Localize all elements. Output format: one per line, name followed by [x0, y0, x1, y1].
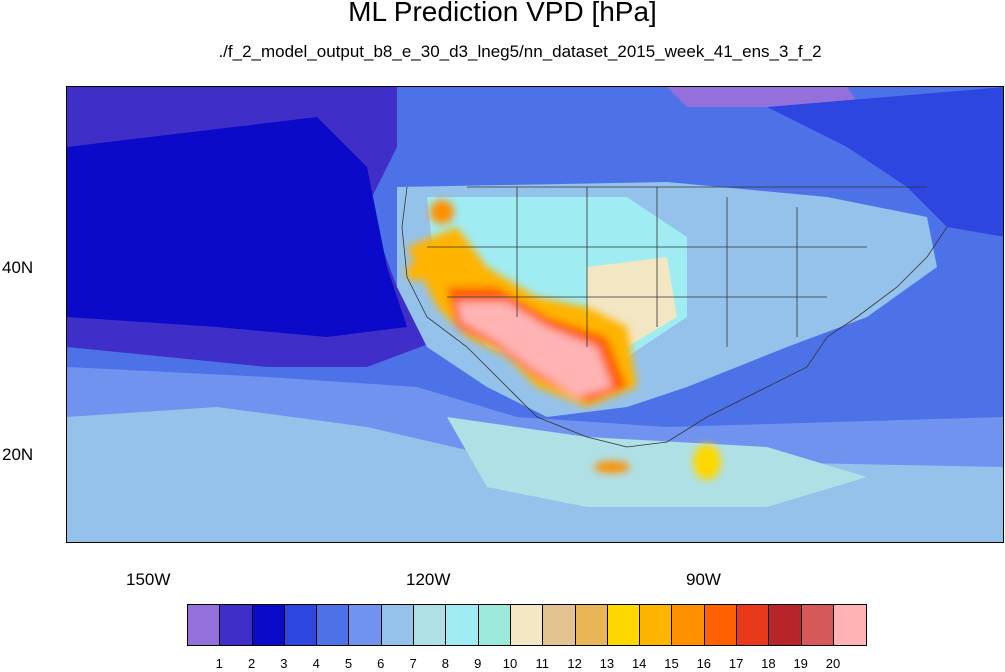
colorbar-tick-label: 10	[502, 656, 518, 671]
colorbar-swatch	[349, 605, 382, 645]
colorbar-swatch	[543, 605, 576, 645]
colorbar-swatch	[220, 605, 253, 645]
colorbar-swatch	[317, 605, 350, 645]
pnw-hotspot	[430, 200, 454, 224]
colorbar-swatch	[737, 605, 770, 645]
colorbar-swatch	[510, 605, 544, 645]
colorbar-swatch	[478, 605, 511, 645]
vpd-map	[66, 86, 1004, 543]
lon-tick-label: 150W	[126, 570, 171, 589]
colorbar-swatch	[801, 605, 834, 645]
lat-tick-label: 20N	[2, 445, 34, 464]
colorbar-tick-label: 4	[312, 656, 320, 671]
colorbar-tick-label: 11	[535, 656, 550, 671]
colorbar-tick-label: 7	[409, 656, 417, 671]
colorbar	[187, 604, 868, 646]
colorbar-swatch	[188, 605, 221, 645]
colorbar-tick-label: 2	[247, 656, 256, 671]
colorbar-swatch	[381, 605, 415, 645]
colorbar-swatch	[833, 605, 867, 645]
colorbar-tick-label: 18	[761, 656, 776, 671]
colorbar-swatch	[769, 605, 802, 645]
lon-tick-label: 90W	[686, 570, 721, 589]
colorbar-tick-label: 13	[599, 656, 615, 671]
colorbar-swatch	[414, 605, 447, 645]
colorbar-tick-label: 12	[567, 656, 582, 671]
central-america-hotspot	[693, 444, 721, 480]
southwest-max	[457, 302, 612, 397]
map-subtitle: ./f_2_model_output_b8_e_30_d3_lneg5/nn_d…	[218, 42, 822, 61]
colorbar-swatch	[446, 605, 479, 645]
colorbar-swatch	[252, 605, 285, 645]
colorbar-tick-label: 14	[631, 656, 647, 671]
colorbar-swatch	[607, 605, 641, 645]
colorbar-tick-label: 20	[825, 656, 841, 671]
atlantic-dark	[767, 87, 1003, 237]
california-hotspot	[406, 263, 424, 281]
colorbar-tick-label: 16	[696, 656, 712, 671]
mexico-hotspot	[594, 461, 630, 473]
lon-tick-label: 120W	[406, 570, 451, 589]
colorbar-swatch	[672, 605, 705, 645]
colorbar-tick-label: 8	[441, 656, 450, 671]
colorbar-swatch	[640, 605, 673, 645]
colorbar-swatch	[704, 605, 738, 645]
colorbar-swatch	[284, 605, 318, 645]
colorbar-tick-label: 9	[474, 656, 482, 671]
pacific-core	[67, 117, 407, 337]
colorbar-tick-label: 3	[280, 656, 288, 671]
colorbar-tick-label: 1	[215, 656, 223, 671]
colorbar-tick-label: 15	[664, 656, 679, 671]
colorbar-tick-label: 6	[377, 656, 385, 671]
colorbar-swatch	[575, 605, 608, 645]
vpd-field	[67, 87, 1003, 542]
gulf-band	[447, 417, 867, 507]
colorbar-tick-label: 17	[728, 656, 744, 671]
map-title: ML Prediction VPD [hPa]	[348, 0, 657, 27]
lat-tick-label: 40N	[2, 258, 34, 277]
coastlines	[401, 186, 948, 448]
colorbar-tick-label: 19	[793, 656, 808, 671]
colorbar-tick-label: 5	[344, 656, 353, 671]
